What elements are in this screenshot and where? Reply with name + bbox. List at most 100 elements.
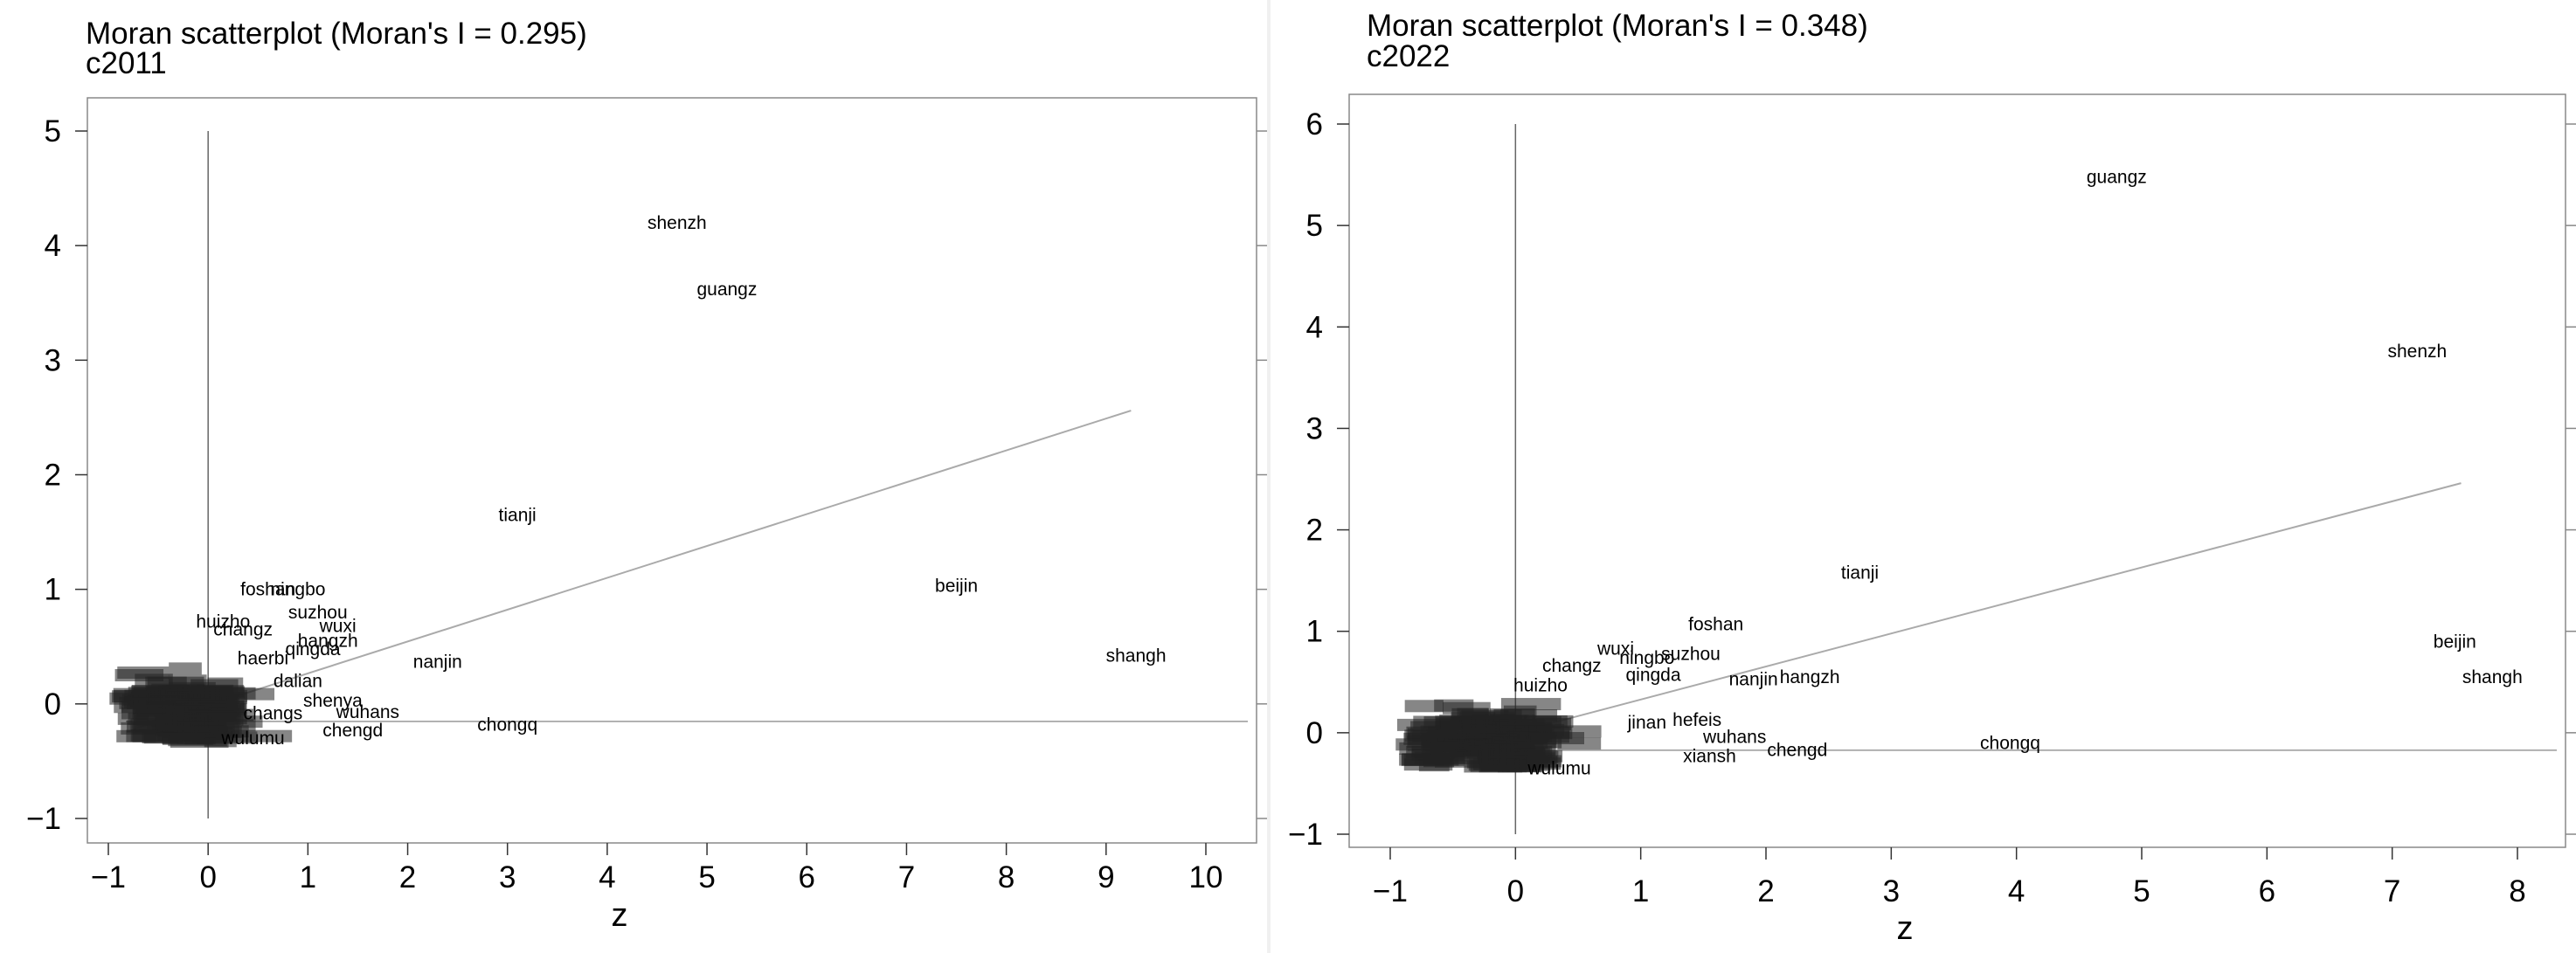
y-tick-label: 3 [1306,411,1323,445]
x-tick-label: 5 [2133,874,2150,908]
cluster-point [1443,739,1502,752]
cluster-point [231,729,293,742]
point-label: shenya [303,691,363,711]
y-tick-label: −1 [26,802,61,836]
chart-subtitle: c2022 [1367,39,1450,73]
point-label: changs [244,703,303,723]
point-label: suzhou [288,603,348,623]
cluster-point [1479,758,1520,771]
point-label: nanjin [413,652,462,672]
point-label: qingda [1625,666,1680,686]
cluster-point [133,701,171,715]
fit-line [1433,482,2462,756]
fit-line [133,410,1132,730]
x-tick-label: 3 [499,860,516,894]
x-tick-label: 7 [2384,874,2400,908]
point-label: guangz [696,280,757,300]
point-label: beijin [935,577,978,597]
cluster-point [204,735,237,748]
point-label: shenzh [2387,342,2447,362]
point-label: shangh [1106,646,1167,666]
plot-frame [87,97,1257,844]
cluster-point [191,691,240,704]
x-tick-label: 6 [2259,874,2275,908]
plot-frame [1348,93,2566,848]
moran-scatterplot-2022: Moran scatterplot (Moran's I = 0.348)c20… [1288,9,2576,947]
point-label: shenzh [647,213,707,233]
x-tick-label: 4 [599,860,615,894]
point-label: wuhans [1702,728,1766,748]
x-tick-label: 8 [2509,874,2525,908]
x-tick-label: 7 [898,860,915,894]
x-tick-label: 6 [799,860,815,894]
cluster-point [145,676,204,689]
point-label: shangh [2462,667,2523,687]
y-tick-label: −1 [1288,818,1323,852]
point-label: chengd [322,721,383,741]
cluster-point [1493,708,1522,722]
point-label: ningbo [270,580,325,600]
y-tick-label: 5 [45,114,61,148]
cluster-point [1492,736,1531,749]
y-tick-label: 1 [1306,615,1323,649]
point-label: qingda [286,639,341,660]
cluster-point [1557,737,1602,750]
point-label: wuhans [336,702,399,722]
point-label: guangz [2087,167,2147,187]
chart-title: Moran scatterplot (Moran's I = 0.348) [1367,9,1868,43]
x-tick-label: 0 [199,860,216,894]
x-tick-label: 5 [698,860,715,894]
x-tick-label: 9 [1098,860,1114,894]
point-label: foshan [1688,615,1743,635]
x-tick-label: 2 [1757,874,1774,908]
y-tick-label: 0 [1306,716,1323,750]
y-tick-label: 3 [45,343,61,377]
point-label: chongq [1980,733,2040,753]
x-tick-label: 1 [300,860,316,894]
cluster-point [117,666,170,680]
point-label: wuxi [1596,639,1634,659]
x-tick-label: 4 [2008,874,2025,908]
y-tick-label: 6 [1306,107,1323,142]
point-label: beijin [2434,632,2476,652]
point-label: foshan [240,580,295,600]
point-label: hangzh [298,632,358,652]
x-tick-label: 10 [1189,860,1223,894]
cluster-point [1514,755,1562,768]
chart-title: Moran scatterplot (Moran's I = 0.295) [86,17,587,51]
point-label: ningbo [1619,648,1674,668]
cluster-point [1443,701,1491,715]
x-tick-label: −1 [91,860,126,894]
point-label: jinan [1627,713,1666,733]
cluster-point [169,662,202,675]
x-tick-label: 2 [399,860,416,894]
point-label: wuxi [319,617,357,637]
x-tick-label: 3 [1883,874,1900,908]
cluster-point [1435,755,1494,768]
x-tick-label: −1 [1373,874,1408,908]
x-axis-label: z [1897,910,1914,947]
y-tick-label: 5 [1306,209,1323,243]
point-label: tianji [499,505,537,525]
x-tick-label: 0 [1507,874,1524,908]
point-label: suzhou [1661,644,1721,664]
point-label: changz [213,620,273,640]
cluster-point [1408,728,1449,741]
cluster-point [1404,700,1444,713]
x-tick-label: 1 [1632,874,1649,908]
point-label: nanjin [1729,669,1778,689]
point-label: haerbi [238,648,288,668]
moran-panel-2022: Moran scatterplot (Moran's I = 0.348) c20… [1271,0,2576,953]
point-label: tianji [1841,563,1879,583]
point-label: huizho [1513,675,1568,695]
point-label: xiansh [1683,747,1736,767]
point-label: dalian [274,672,322,692]
moran-scatterplot-2011: Moran scatterplot (Moran's I = 0.295)c20… [26,17,1267,934]
point-label: hefeis [1672,710,1721,730]
chart-subtitle: c2011 [86,46,167,80]
point-label: chongq [477,715,537,735]
y-tick-label: 4 [1306,310,1323,344]
point-label: wulumu [220,729,284,749]
y-tick-label: 2 [1306,514,1323,548]
moran-panel-2011: Moran scatterplot (Moran's I = 0.295) c20… [0,0,1267,953]
